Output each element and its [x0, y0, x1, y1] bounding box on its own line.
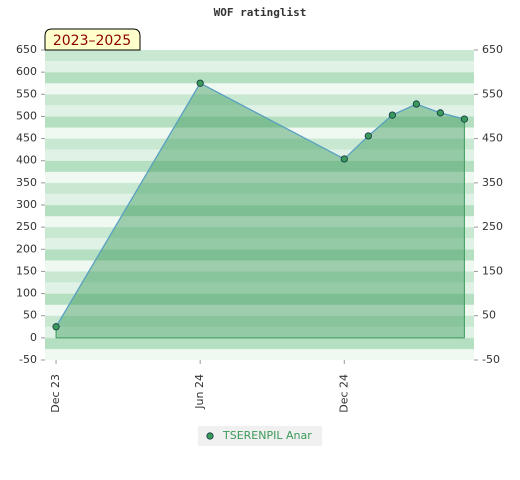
- y2-tick-label: 350: [482, 176, 503, 189]
- x-tick-label: Jun 24: [193, 374, 206, 410]
- point: [340, 155, 348, 163]
- plot-background: [45, 50, 474, 360]
- y-tick-label: 0: [30, 331, 37, 344]
- point: [412, 100, 420, 108]
- y2-tick-label: 150: [482, 264, 503, 277]
- y-tick-label: 550: [16, 87, 37, 100]
- y-tick-label: -50: [19, 353, 37, 366]
- point: [52, 323, 60, 331]
- y-tick-label: 250: [16, 220, 37, 233]
- badge-box: [44, 28, 141, 51]
- line: [55, 82, 465, 328]
- legend-marker: [206, 432, 214, 440]
- y-tick-label: 400: [16, 154, 37, 167]
- y-tick-label: 350: [16, 176, 37, 189]
- y-tick-label: 50: [23, 309, 37, 322]
- chart-title: WOF ratinglist: [214, 6, 307, 19]
- y-tick-label: 300: [16, 198, 37, 211]
- x-tick-label: Dec 24: [337, 374, 350, 413]
- y-tick-label: 500: [16, 109, 37, 122]
- y2-tick-label: -50: [482, 353, 500, 366]
- legend-box: [198, 426, 322, 446]
- legend-label: TSERENPIL Anar: [222, 429, 312, 442]
- point: [436, 109, 444, 117]
- point: [388, 111, 396, 119]
- y2-tick-label: 450: [482, 132, 503, 145]
- y-tick-label: 650: [16, 43, 37, 56]
- y-tick-label: 100: [16, 287, 37, 300]
- y2-tick-label: 50: [482, 309, 496, 322]
- y-tick-label: 600: [16, 65, 37, 78]
- x-tick-label: Dec 23: [49, 374, 62, 413]
- y2-tick-label: 650: [482, 43, 503, 56]
- y-tick-label: 200: [16, 242, 37, 255]
- y-tick-label: 450: [16, 132, 37, 145]
- y2-tick-label: 550: [482, 87, 503, 100]
- point: [196, 79, 204, 87]
- point: [460, 115, 468, 123]
- badge: 2023–2025: [53, 33, 131, 49]
- point: [364, 132, 372, 140]
- y-tick-label: 150: [16, 264, 37, 277]
- y2-tick-label: 250: [482, 220, 503, 233]
